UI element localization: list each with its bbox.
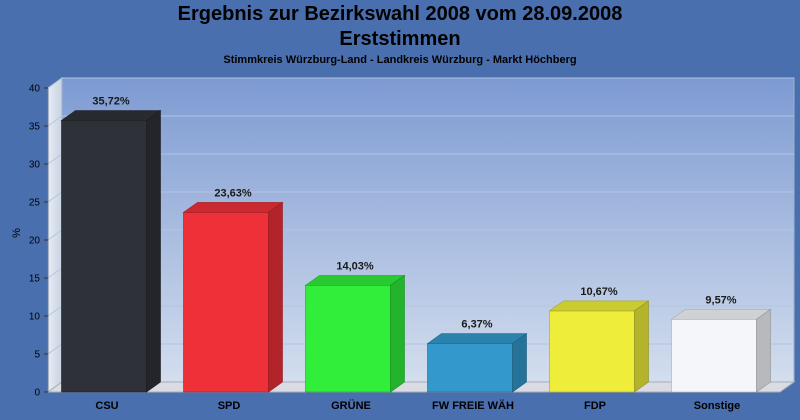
y-tick-label: 30 (29, 160, 41, 171)
bar-top (182, 202, 284, 213)
bar-side (634, 300, 649, 393)
bar-top (670, 308, 772, 320)
data-label: 14,03% (336, 260, 374, 272)
x-tick-label: SPD (218, 400, 241, 412)
bar-sonstige: 9,57% (670, 294, 772, 393)
x-tick-label: Sonstige (694, 400, 740, 412)
data-label: 6,37% (461, 319, 492, 331)
y-tick-label: 0 (34, 388, 40, 399)
data-label: 10,67% (580, 286, 618, 298)
bar-csu: 35,72% (60, 96, 162, 393)
y-tick-label: 10 (29, 312, 41, 323)
x-axis: CSU SPD GRÜNE FW FREIE WÄH FDP Sonstige (95, 399, 740, 412)
bar-top (426, 333, 528, 344)
y-tick-label: 20 (29, 236, 41, 247)
bar-top (60, 110, 162, 121)
bar-side (390, 274, 405, 393)
bar-side (512, 333, 527, 393)
y-tick-label: 35 (29, 122, 41, 133)
bar-front (61, 120, 147, 393)
grid-line (47, 115, 794, 127)
x-tick-label: FDP (584, 400, 606, 412)
bars: 35,72% 23,63% 14,03% 6,37% 10,67% 9,57% (60, 96, 772, 393)
bar-top (304, 275, 406, 286)
y-tick-label: 5 (34, 350, 40, 361)
data-label: 35,72% (92, 96, 130, 108)
y-tick-label: 15 (29, 274, 41, 285)
x-tick-label: GRÜNE (331, 399, 371, 412)
y-axis-label: % (11, 228, 23, 238)
bar-spd: 23,63% (182, 187, 284, 393)
bar-grüne: 14,03% (304, 260, 406, 393)
bar-front (427, 343, 513, 393)
bar-front (671, 318, 757, 393)
bar-top (548, 300, 650, 312)
data-label: 23,63% (214, 187, 252, 199)
bar-front (183, 212, 269, 393)
chart-title: Ergebnis zur Bezirkswahl 2008 vom 28.09.… (177, 3, 623, 25)
bar-side (146, 109, 161, 393)
bar-side (756, 308, 771, 393)
bar-front (549, 310, 635, 393)
bar-fdp: 10,67% (548, 286, 650, 393)
y-axis: 0 5 10 15 20 25 30 35 40 (29, 84, 49, 399)
grid-line (47, 77, 794, 89)
chart-caption: Stimmkreis Würzburg-Land - Landkreis Wür… (223, 54, 577, 66)
bar-fw-freie-wäh: 6,37% (426, 319, 528, 393)
bar-side (268, 201, 283, 393)
y-tick-label: 25 (29, 198, 41, 209)
chart-subtitle: Erststimmen (339, 28, 461, 50)
x-tick-label: CSU (95, 400, 118, 412)
bar-front (305, 285, 391, 393)
y-tick-label: 40 (29, 84, 41, 95)
x-tick-label: FW FREIE WÄH (432, 399, 514, 412)
data-label: 9,57% (705, 294, 736, 306)
